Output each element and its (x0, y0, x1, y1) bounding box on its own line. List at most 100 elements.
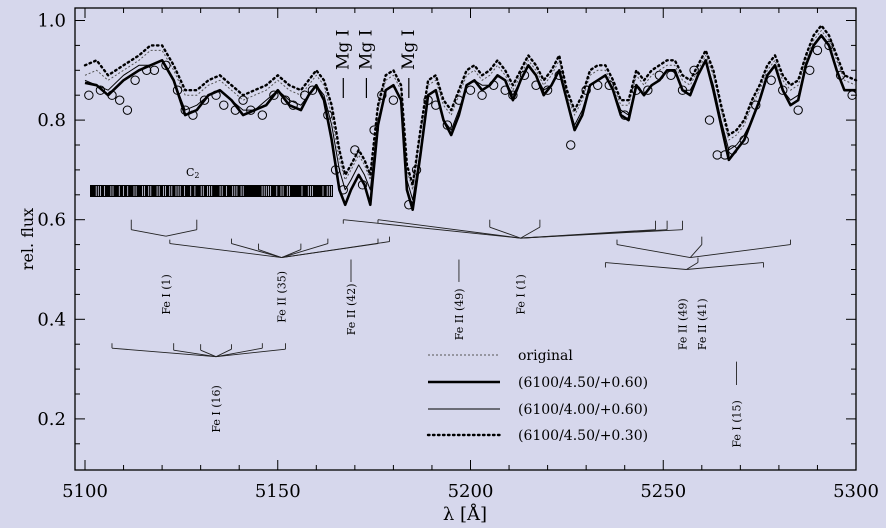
data-point (357, 180, 368, 190)
data-point (84, 90, 94, 100)
bracket-line (169, 243, 282, 258)
data-point (338, 185, 348, 195)
data-point (751, 100, 761, 110)
data-point (280, 95, 291, 105)
bracket-line (281, 241, 390, 258)
bracket-line (258, 249, 282, 258)
data-point (188, 110, 198, 120)
data-point (720, 150, 730, 160)
multiplet-label: Fe I (15) (730, 400, 743, 447)
y-tick-label: 1.0 (37, 11, 66, 32)
multiplet-label: Fe I (16) (210, 385, 223, 432)
data-point (300, 90, 310, 100)
y-axis-label: rel. flux (18, 208, 37, 270)
bracket-line (489, 226, 521, 239)
data-point (654, 70, 665, 80)
series-line-solid-thick (84, 34, 856, 211)
multiplet-label: Fe II (42) (345, 283, 358, 335)
bracket-line (216, 348, 286, 358)
bracket-line (281, 243, 328, 258)
legend-label: (6100/4.50/+0.60) (518, 375, 648, 391)
data-point (161, 60, 171, 71)
data-point (631, 85, 641, 95)
legend: original (6100/4.50/+0.60) (6100/4.00/+0.6… (426, 348, 648, 444)
bracket-line (686, 262, 699, 270)
data-point (172, 85, 183, 95)
series-layer (83, 24, 858, 211)
data-point (477, 90, 487, 100)
data-point (323, 110, 333, 120)
mg-label: Mg I (356, 30, 376, 70)
axis-ticks (75, 8, 857, 470)
data-point (542, 85, 553, 95)
data-point (712, 150, 722, 160)
x-tick-label: 5250 (640, 481, 686, 502)
data-point (431, 100, 441, 110)
data-point (257, 110, 268, 120)
data-point (141, 65, 152, 76)
y-tick-label: 0.6 (37, 210, 66, 231)
data-point (411, 165, 422, 175)
data-point (404, 200, 414, 210)
plot-frame (74, 7, 857, 471)
data-point (330, 165, 341, 175)
data-point (704, 115, 715, 125)
data-point (230, 105, 241, 115)
bracket-line (343, 219, 521, 239)
bracket-line (690, 244, 791, 258)
data-point (643, 85, 653, 95)
data-point (180, 105, 190, 115)
data-point (727, 145, 738, 155)
bracket-line (377, 219, 521, 239)
legend-label: original (518, 348, 573, 364)
legend-label: (6100/4.50/+0.30) (518, 428, 648, 444)
series-line-dotted-thin (84, 30, 857, 191)
c2-band (90, 185, 333, 197)
data-point (604, 80, 614, 90)
bracket-line (616, 244, 691, 258)
bracket-line (215, 348, 232, 358)
data-point (508, 90, 518, 100)
bracket-line (131, 229, 167, 237)
x-axis-label: λ [Å] (443, 503, 487, 525)
c2-label: C2 (186, 166, 200, 180)
x-tick-label: 5300 (833, 481, 879, 502)
data-point (778, 85, 788, 95)
bracket-line (686, 262, 764, 270)
data-point (130, 75, 140, 85)
data-point (739, 135, 749, 145)
bracket-line (173, 349, 217, 358)
data-point (847, 90, 857, 100)
x-tick-label: 5100 (62, 481, 108, 502)
y-tick-label: 0.4 (37, 309, 66, 330)
data-point (288, 100, 298, 110)
multiplet-label: Fe II (41) (696, 298, 709, 350)
multiplet-label: Fe II (49) (453, 288, 466, 340)
data-point (114, 95, 125, 105)
data-point (199, 95, 210, 105)
data-point (238, 95, 248, 105)
data-point (805, 65, 815, 76)
data-point (488, 80, 499, 90)
data-point (581, 85, 591, 95)
data-point (211, 90, 221, 100)
data-point (95, 85, 106, 95)
data-point (442, 120, 453, 130)
series-line-solid-thin (84, 34, 856, 201)
data-point (149, 65, 160, 76)
data-point (793, 105, 803, 115)
data-point (454, 95, 464, 105)
data-point (566, 140, 576, 150)
multiplet-label: Fe II (49) (677, 298, 690, 350)
bracket-line (231, 243, 282, 258)
data-point (423, 95, 433, 105)
data-point (269, 90, 279, 100)
data-point (835, 70, 846, 80)
data-point (531, 80, 541, 90)
bracket-line (215, 347, 263, 358)
bracket-line (520, 226, 541, 239)
bracket-line (111, 347, 217, 358)
bracket-line (605, 262, 687, 270)
data-point (246, 105, 256, 115)
